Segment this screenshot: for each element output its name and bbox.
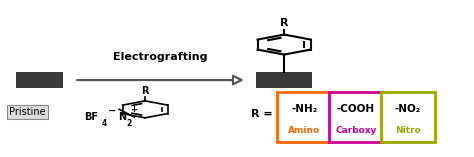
Text: Carboxy: Carboxy: [335, 126, 377, 135]
Text: Amino: Amino: [288, 126, 320, 135]
Text: −: −: [109, 106, 117, 116]
Text: +: +: [130, 105, 137, 114]
FancyBboxPatch shape: [256, 72, 312, 88]
FancyBboxPatch shape: [329, 92, 383, 142]
Text: N: N: [118, 112, 127, 122]
FancyBboxPatch shape: [16, 72, 63, 88]
Text: R =: R =: [251, 109, 273, 119]
Text: BF: BF: [84, 112, 98, 122]
Text: Nitro: Nitro: [395, 126, 421, 135]
Text: -NH₂: -NH₂: [291, 104, 317, 114]
Text: R: R: [141, 86, 149, 96]
Text: Electrografting: Electrografting: [113, 51, 208, 62]
Text: Pristine: Pristine: [9, 107, 46, 117]
FancyBboxPatch shape: [277, 92, 331, 142]
Text: 4: 4: [102, 119, 107, 128]
FancyBboxPatch shape: [381, 92, 435, 142]
Text: 2: 2: [127, 119, 132, 128]
Text: -NO₂: -NO₂: [395, 104, 421, 114]
Text: -COOH: -COOH: [337, 104, 375, 114]
Text: R: R: [280, 18, 288, 28]
